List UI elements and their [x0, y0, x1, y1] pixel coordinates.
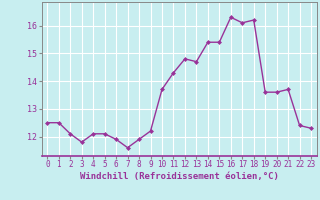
X-axis label: Windchill (Refroidissement éolien,°C): Windchill (Refroidissement éolien,°C) [80, 172, 279, 181]
